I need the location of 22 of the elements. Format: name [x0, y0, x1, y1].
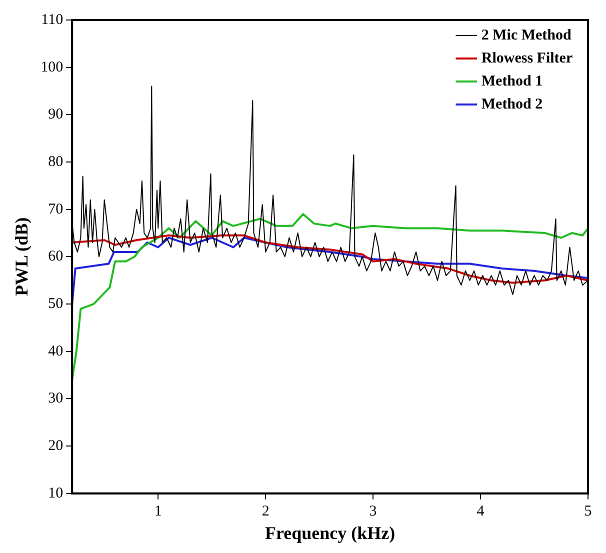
y-tick-label: 10	[48, 485, 64, 502]
y-tick-label: 80	[48, 154, 64, 170]
y-tick-label: 110	[41, 12, 64, 28]
x-tick-label: 4	[476, 503, 485, 520]
legend-label: 2 Mic Method	[481, 27, 572, 44]
y-tick-label: 50	[48, 296, 64, 312]
y-axis-title: PWL (dB)	[11, 217, 32, 296]
legend-label: Rlowess Filter	[481, 50, 573, 66]
y-tick-label: 40	[48, 343, 64, 360]
y-tick-label: 20	[48, 438, 64, 454]
legend-label: Method 2	[481, 96, 543, 112]
y-tick-label: 90	[48, 106, 64, 123]
x-tick-label: 2	[262, 503, 270, 520]
x-tick-label: 1	[154, 503, 162, 520]
x-tick-label: 3	[369, 503, 377, 520]
y-tick-label: 60	[48, 248, 64, 265]
x-axis-title: Frequency (kHz)	[264, 522, 396, 543]
y-tick-label: 30	[48, 390, 64, 407]
x-tick-label: 5	[584, 503, 592, 520]
y-tick-label: 100	[40, 59, 64, 76]
legend-label: Method 1	[481, 73, 543, 90]
y-tick-label: 70	[48, 201, 64, 218]
